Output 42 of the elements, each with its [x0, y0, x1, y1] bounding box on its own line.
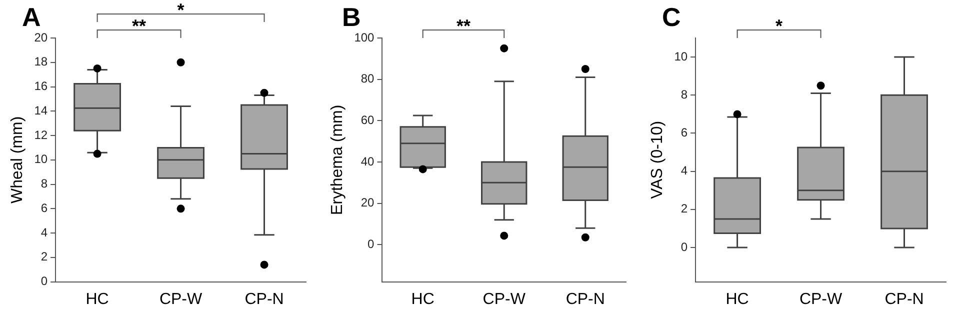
y-tick-label: 40: [360, 154, 375, 168]
x-tick-label: CP-W: [799, 290, 843, 308]
y-tick-label: 18: [34, 54, 48, 69]
text: **: [456, 16, 470, 36]
y-tick-label: 8: [40, 176, 48, 191]
x-tick-label: CP-N: [244, 290, 284, 308]
y-tick-label: 12: [34, 128, 48, 142]
y-tick-label: 20: [34, 30, 48, 44]
x-tick-label: HC: [726, 290, 749, 308]
text: *: [177, 0, 184, 20]
y-tick-label: 6: [680, 126, 688, 140]
x-tick-label: CP-W: [159, 290, 203, 308]
chart-title: B: [342, 2, 361, 32]
y-tick-label: 4: [680, 164, 688, 178]
text: *: [776, 16, 783, 36]
y-tick-label: 0: [40, 274, 48, 288]
y-tick-label: 2: [680, 202, 688, 216]
y-axis-title: Erythema (mm): [329, 104, 346, 216]
x-tick-label: CP-W: [482, 290, 526, 308]
text: **: [132, 16, 146, 36]
chart-title: C: [662, 2, 681, 32]
chart-title: A: [22, 2, 41, 32]
x-tick-label: HC: [86, 290, 109, 308]
y-axis-title: VAS (0-10): [649, 120, 666, 199]
y-tick-label: 8: [680, 87, 688, 102]
y-tick-label: 0: [680, 240, 688, 254]
y-tick-label: 100: [354, 30, 375, 44]
y-tick-label: 10: [674, 49, 688, 64]
y-tick-label: 60: [360, 112, 375, 127]
y-tick-label: 10: [34, 152, 48, 166]
x-tick-label: CP-N: [884, 290, 924, 308]
y-tick-label: 2: [40, 250, 48, 264]
x-tick-label: CP-N: [566, 290, 605, 308]
y-tick-label: 4: [40, 225, 48, 240]
y-tick-label: 0: [368, 236, 375, 251]
x-tick-label: HC: [411, 290, 434, 308]
y-tick-label: 16: [34, 79, 48, 94]
y-tick-label: 20: [360, 196, 375, 210]
y-axis-title: Wheal (mm): [9, 116, 26, 204]
y-tick-label: 6: [40, 200, 48, 215]
y-tick-label: 80: [360, 72, 375, 86]
y-tick-label: 14: [34, 103, 48, 118]
